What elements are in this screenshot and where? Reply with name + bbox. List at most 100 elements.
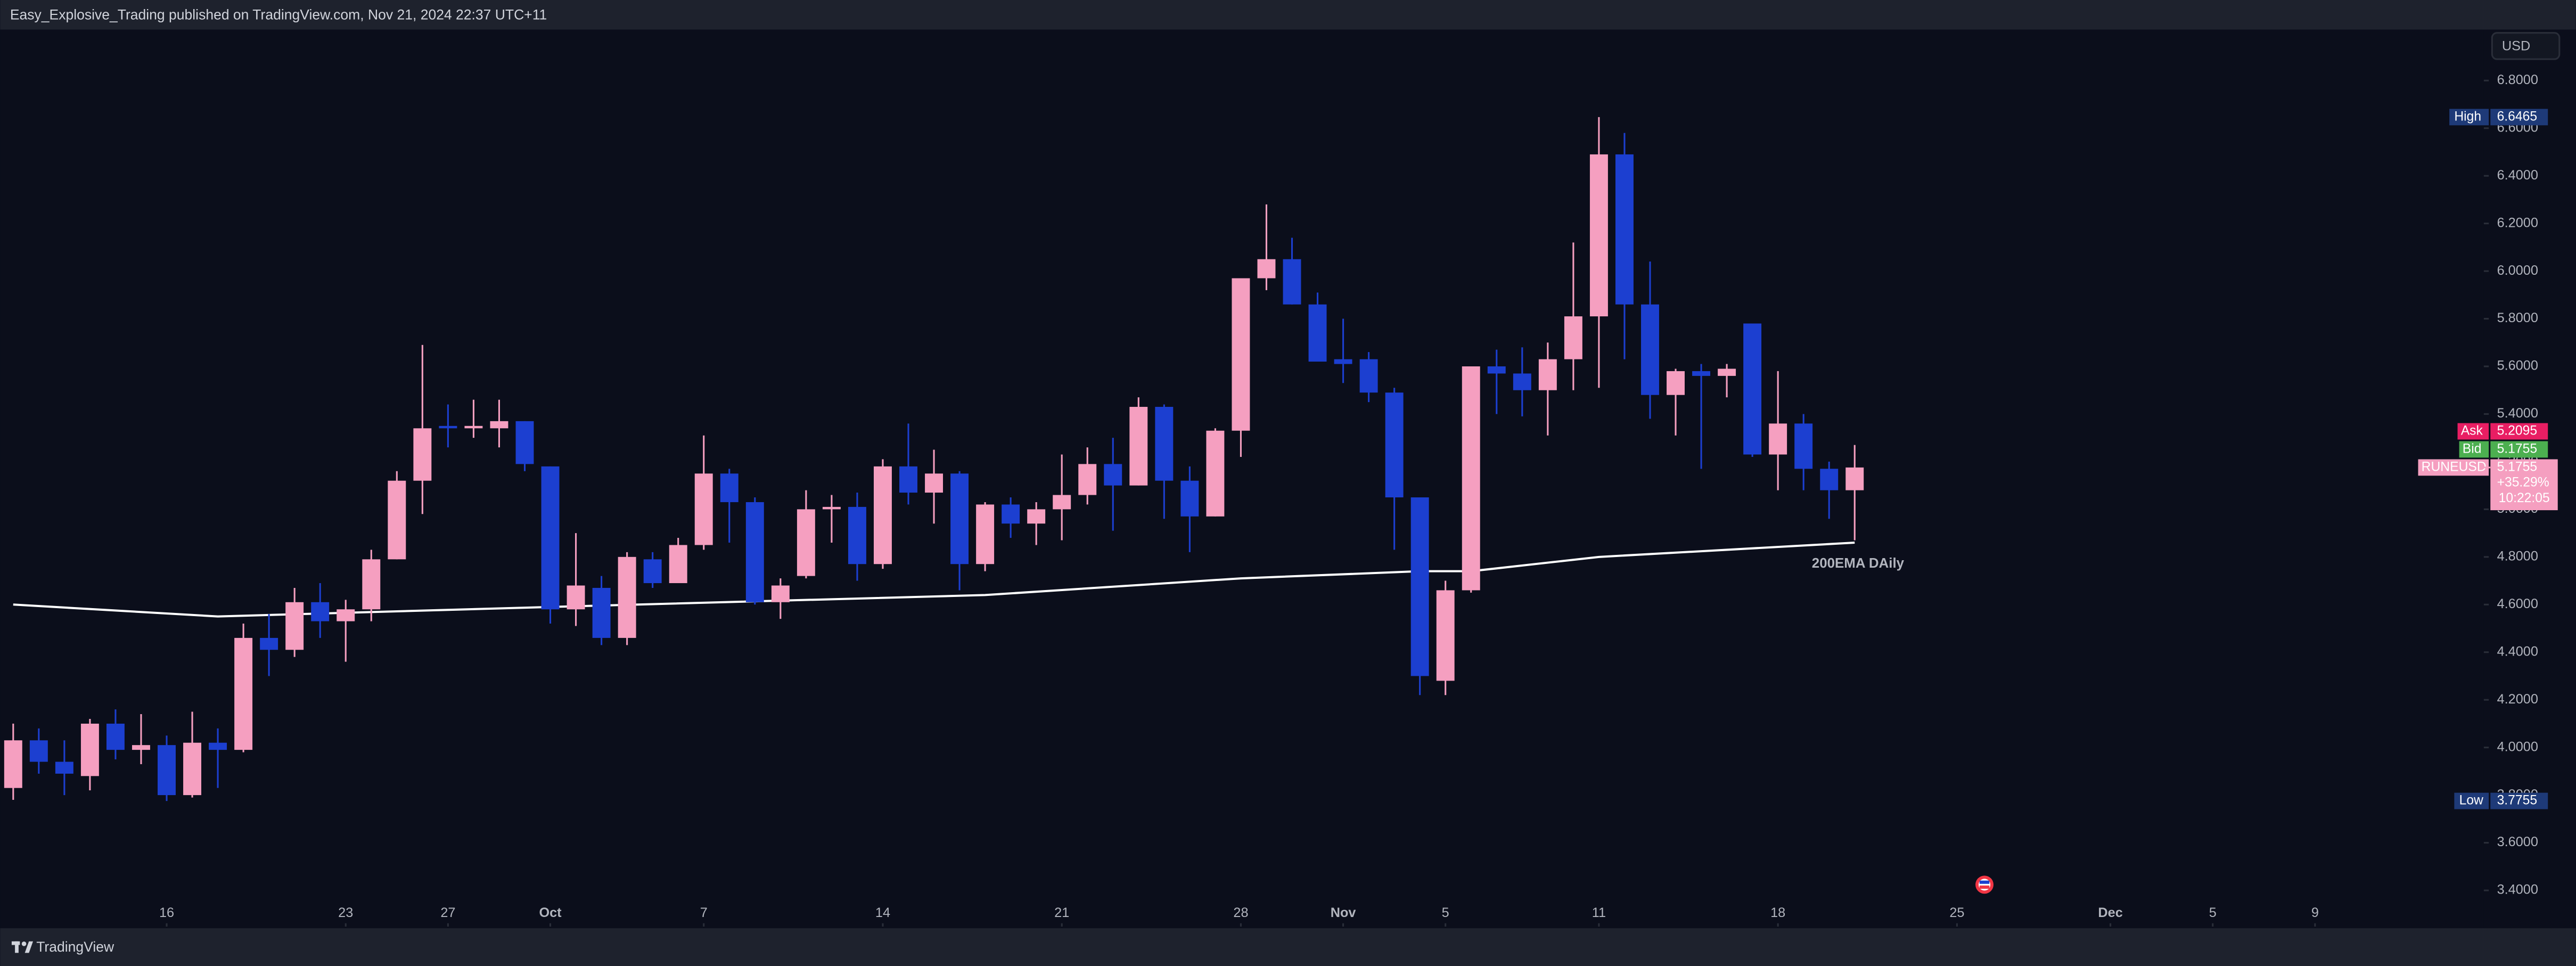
candle-body [388,480,406,560]
y-tick-label: 6.4000 [2497,168,2538,183]
candle-body [515,421,534,464]
candle-body [1180,480,1199,517]
candle-body [1410,497,1429,676]
candle-body [1155,407,1174,481]
candle-body [1053,495,1071,510]
y-tick-label: 5.8000 [2497,310,2538,325]
last-value: 5.1755 [2497,460,2537,474]
candle-body [592,587,611,638]
candle-body [822,506,841,510]
candle-body [80,723,99,776]
candle-body [720,473,739,502]
y-tick-label: 6.2000 [2497,215,2538,230]
candle-body [439,425,457,429]
candle-body [29,740,48,762]
candle-body [490,421,508,429]
candle-body [413,428,432,481]
candle-body [797,509,815,576]
x-tick-label: 11 [1592,905,1606,920]
candle-body [643,559,662,584]
high-tag-value: 6.6465 [2497,109,2537,124]
x-tick-label: 7 [700,905,708,920]
high-tag-label-bg [2449,109,2489,126]
ask-label: Ask [2461,424,2483,438]
x-tick-label: 28 [1233,905,1248,920]
high-tag-bg [2490,109,2548,126]
currency-label[interactable]: USD [2502,39,2530,54]
x-tick-label: 16 [159,905,174,920]
y-tick-label: 6.8000 [2497,72,2538,87]
candle-body [1820,469,1839,490]
x-tick-label: 21 [1054,905,1069,920]
candle-body [1283,259,1301,305]
candle-body [925,473,944,493]
ask-bg [2490,423,2548,440]
low-tag-label-bg [2454,792,2489,809]
candle-body [183,742,202,796]
candle-body [874,466,892,564]
candle-body [337,609,355,621]
candle-body [1615,154,1634,305]
bid-value: 5.1755 [2497,441,2537,456]
candle-body [1308,304,1327,362]
candle-body [1538,359,1557,390]
y-tick-label: 3.4000 [2497,882,2538,897]
candle-body [209,742,227,750]
x-tick-label: 27 [440,905,455,920]
last-symbol-bg [2418,459,2489,476]
candle-body [1257,259,1276,279]
currency-button[interactable] [2491,32,2561,60]
x-tick-label: 18 [1770,905,1785,920]
y-tick-label: 5.4000 [2497,406,2538,421]
y-tick-label: 3.6000 [2497,834,2538,849]
low-tag-label: Low [2459,793,2483,808]
last-symbol: RUNEUSD [2422,460,2487,474]
candle-body [1334,359,1352,364]
x-tick-label: Dec [2098,905,2122,920]
candle-body [285,602,304,650]
y-tick-label: 4.4000 [2497,644,2538,659]
candle-body [1078,464,1097,495]
candle-body [899,466,917,493]
y-tick-label: 6.0000 [2497,263,2538,278]
candle-body [1769,423,1787,455]
candle-body [1513,373,1531,390]
y-tick-label: 4.8000 [2497,549,2538,564]
event-flag [1975,875,1994,894]
x-tick-label: 9 [2311,905,2319,920]
footer-brand: TradingView [36,939,114,955]
x-tick-label: 23 [338,905,353,920]
candle-body [158,745,176,796]
candle-body [1794,423,1813,469]
candle-body [1129,407,1148,486]
low-tag-bg [2490,792,2548,809]
candle-body [132,745,150,750]
candle-body [464,425,483,429]
tradingview-logo [11,941,34,953]
candle-body [669,545,687,584]
y-tick-label: 4.0000 [2497,739,2538,754]
candle-body [1667,371,1685,395]
high-tag-label: High [2454,109,2481,124]
y-tick-label: 5.6000 [2497,358,2538,373]
candle-body [1206,430,1225,517]
candle-body [362,559,381,610]
candle-body [1436,590,1455,681]
x-tick-label: Oct [539,905,562,920]
candle-body [1845,467,1864,490]
candle-body [567,585,585,610]
last-bg [2490,459,2558,511]
candle-body [1027,509,1046,524]
candle-body [1718,369,1736,376]
candle-body [234,637,253,750]
candle-body [1385,392,1404,497]
last-change: +35.29% [2497,476,2549,490]
x-tick-label: 5 [2209,905,2217,920]
candle-body [1232,278,1250,431]
candle-body [1487,366,1506,374]
candle-body [1462,366,1480,591]
candle-body [1743,323,1762,455]
x-tick-label: Nov [1331,905,1356,920]
